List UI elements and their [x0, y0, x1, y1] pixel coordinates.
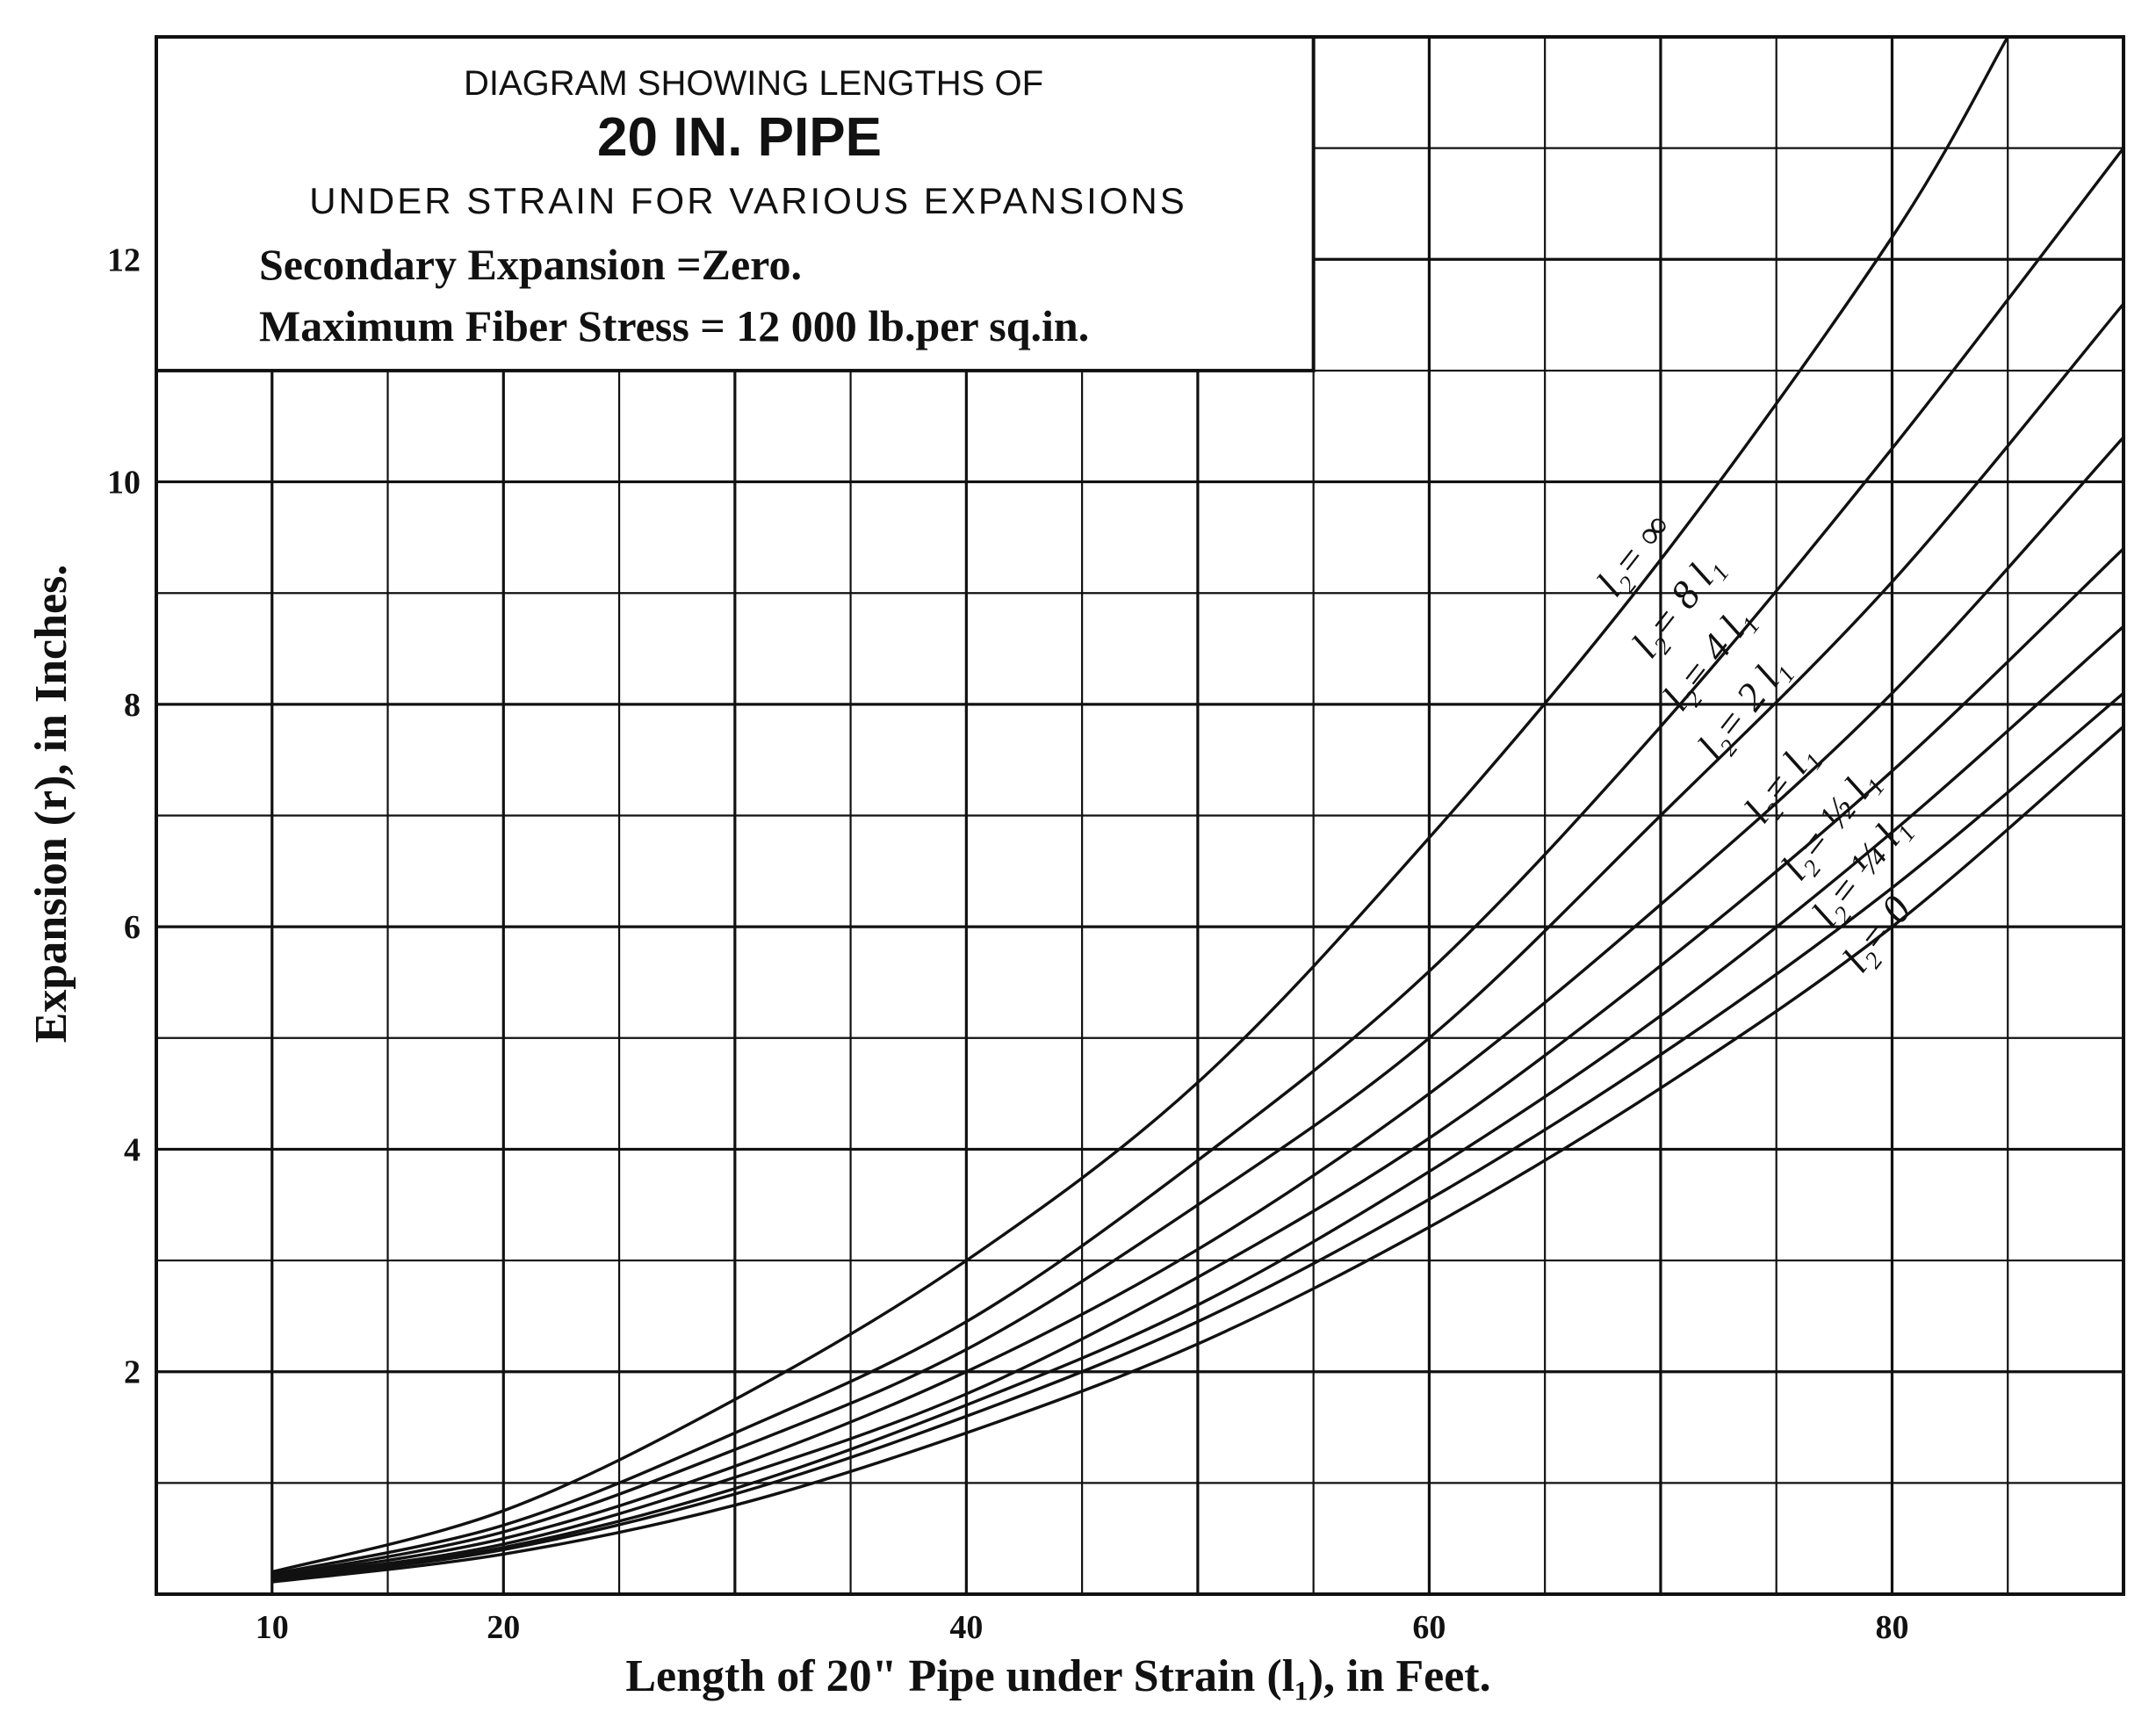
y-axis-label: Expansion (r), in Inches.	[26, 565, 76, 1043]
series-line	[271, 147, 2125, 1576]
y-tick-label: 8	[124, 687, 141, 724]
x-tick-label: 40	[949, 1609, 983, 1646]
x-tick-label: 80	[1875, 1609, 1908, 1646]
x-tick-labels: 10 20 40 60 80	[256, 1609, 1909, 1646]
y-tick-labels: 2 4 6 8 10 12	[107, 242, 141, 1390]
y-tick-label: 10	[107, 465, 141, 502]
series-line	[271, 691, 2125, 1583]
title-line-5: Maximum Fiber Stress = 12 000 lb.per sq.…	[259, 301, 1089, 350]
series-line	[271, 624, 2125, 1582]
series-line	[271, 36, 2009, 1574]
x-axis-label: Length of 20" Pipe under Strain (l₁), in…	[625, 1651, 1490, 1701]
y-tick-label: 2	[124, 1354, 141, 1391]
x-tick-label: 10	[256, 1609, 289, 1646]
y-tick-label: 4	[124, 1131, 141, 1168]
title-line-4: Secondary Expansion =Zero.	[259, 240, 802, 289]
series-line	[271, 436, 2125, 1579]
x-tick-label: 60	[1412, 1609, 1446, 1646]
title-line-2: 20 IN. PIPE	[597, 107, 882, 168]
title-line-1: DIAGRAM SHOWING LENGTHS OF	[464, 64, 1043, 103]
series-line	[271, 547, 2125, 1580]
x-tick-label: 20	[487, 1609, 520, 1646]
series-line	[271, 302, 2125, 1578]
series-line	[271, 725, 2125, 1584]
y-tick-label: 6	[124, 909, 141, 946]
title-line-3: UNDER STRAIN FOR VARIOUS EXPANSIONS	[309, 180, 1187, 221]
title-box	[155, 35, 1316, 372]
curves	[271, 36, 2125, 1584]
y-tick-label: 12	[107, 242, 141, 278]
